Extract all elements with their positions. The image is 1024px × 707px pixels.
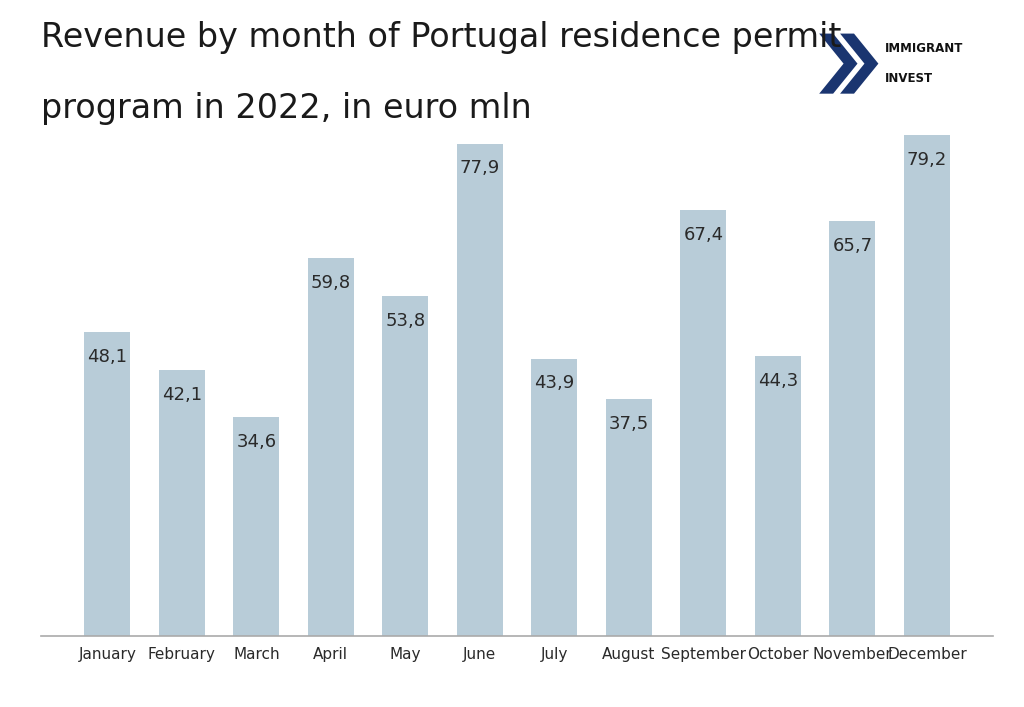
Text: Revenue by month of Portugal residence permit: Revenue by month of Portugal residence p… <box>41 21 842 54</box>
Text: 48,1: 48,1 <box>87 348 127 366</box>
Bar <box>531 358 578 636</box>
Bar <box>382 296 428 636</box>
Bar <box>84 332 130 636</box>
Bar <box>680 210 726 636</box>
Text: 67,4: 67,4 <box>683 226 723 244</box>
Bar <box>904 135 950 636</box>
Text: 59,8: 59,8 <box>311 274 351 292</box>
Bar <box>159 370 205 636</box>
Text: 77,9: 77,9 <box>460 159 500 177</box>
Bar <box>606 399 652 636</box>
Text: program in 2022, in euro mln: program in 2022, in euro mln <box>41 92 531 125</box>
Bar <box>829 221 876 636</box>
Bar <box>755 356 801 636</box>
Text: 37,5: 37,5 <box>608 415 649 433</box>
Polygon shape <box>840 33 879 93</box>
Text: 79,2: 79,2 <box>907 151 947 169</box>
Polygon shape <box>819 33 857 93</box>
Text: 44,3: 44,3 <box>758 372 798 390</box>
Text: 42,1: 42,1 <box>162 386 202 404</box>
Bar <box>457 144 503 636</box>
Text: 43,9: 43,9 <box>535 375 574 392</box>
Text: INVEST: INVEST <box>886 72 934 85</box>
Text: IMMIGRANT: IMMIGRANT <box>886 42 964 55</box>
Text: 53,8: 53,8 <box>385 312 425 329</box>
Bar <box>233 417 280 636</box>
Text: 34,6: 34,6 <box>237 433 276 451</box>
Text: 65,7: 65,7 <box>833 237 872 255</box>
Bar <box>308 258 354 636</box>
